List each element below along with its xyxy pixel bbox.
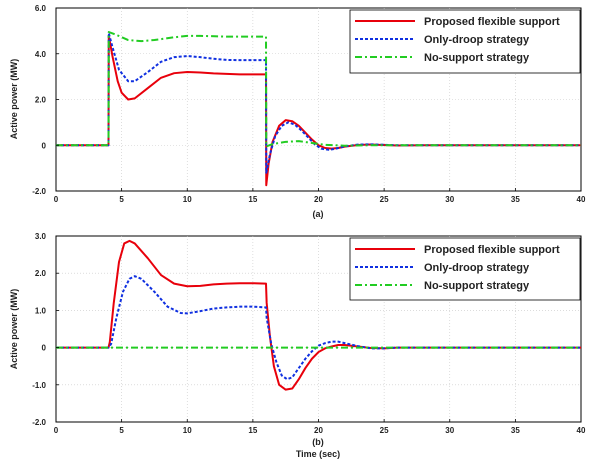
legend-label: Only-droop strategy [424, 34, 530, 46]
x-tick-labels: 0 5 10 15 20 25 30 35 40 [54, 188, 586, 204]
series-line-3 [56, 31, 581, 148]
x-tick-label: 35 [511, 426, 520, 435]
legend-label: Only-droop strategy [424, 262, 530, 274]
x-tick-label: 25 [380, 195, 389, 204]
y-tick-label: 2.0 [35, 269, 47, 278]
x-tick-label: 15 [248, 195, 257, 204]
panel-a: 0 5 10 15 20 25 30 35 40 -2.0 0 2.0 4.0 6.0 Active p… [9, 4, 586, 219]
x-tick-label: 15 [248, 426, 257, 435]
panel-label: (a) [313, 209, 324, 219]
x-tick-label: 20 [314, 426, 323, 435]
x-tick-label: 10 [183, 195, 192, 204]
series-line-1 [56, 239, 581, 391]
y-tick-labels: -2.0 -1.0 0 1.0 2.0 3.0 [32, 232, 59, 427]
x-tick-label: 20 [314, 195, 323, 204]
x-tick-labels: 0 5 10 15 20 25 30 35 40 [54, 419, 586, 435]
y-tick-label: -2.0 [32, 187, 46, 196]
series-group [56, 239, 581, 391]
series-line-2 [56, 32, 581, 174]
y-tick-label: 1.0 [35, 306, 47, 315]
y-tick-labels: -2.0 0 2.0 4.0 6.0 [32, 4, 59, 196]
x-tick-label: 40 [577, 195, 586, 204]
x-tick-label: 5 [119, 426, 124, 435]
x-tick-label: 5 [119, 195, 124, 204]
x-tick-label: 0 [54, 426, 59, 435]
panel-b: 0 5 10 15 20 25 30 35 40 -2.0 -1.0 0 1.0 2.0 3.0 Acti… [9, 232, 586, 459]
y-tick-label: 4.0 [35, 50, 47, 59]
series-group [56, 31, 581, 187]
y-tick-label: 3.0 [35, 232, 47, 241]
x-tick-label: 40 [577, 426, 586, 435]
series-line-2 [56, 275, 581, 381]
x-tick-label: 35 [511, 195, 520, 204]
panel-label: (b) [312, 437, 324, 447]
x-tick-label: 0 [54, 195, 59, 204]
y-tick-label: 0 [42, 344, 47, 353]
y-tick-label: -1.0 [32, 381, 46, 390]
x-axis-label: Time (sec) [296, 449, 340, 459]
legend: Proposed flexible support Only-droop stra… [349, 9, 581, 74]
legend-label: Proposed flexible support [424, 16, 560, 28]
y-tick-label: -2.0 [32, 418, 46, 427]
x-tick-label: 10 [183, 426, 192, 435]
y-axis-label: Active power (MW) [9, 59, 19, 140]
y-axis-label: Active power (MW) [9, 289, 19, 370]
x-tick-label: 30 [445, 195, 454, 204]
legend: Proposed flexible support Only-droop stra… [349, 237, 581, 301]
x-tick-label: 30 [445, 426, 454, 435]
y-tick-label: 2.0 [35, 96, 47, 105]
x-tick-label: 25 [380, 426, 389, 435]
legend-label: Proposed flexible support [424, 244, 560, 256]
y-tick-label: 6.0 [35, 4, 47, 13]
y-tick-label: 0 [42, 141, 47, 150]
legend-label: No-support strategy [424, 280, 530, 292]
legend-label: No-support strategy [424, 52, 530, 64]
